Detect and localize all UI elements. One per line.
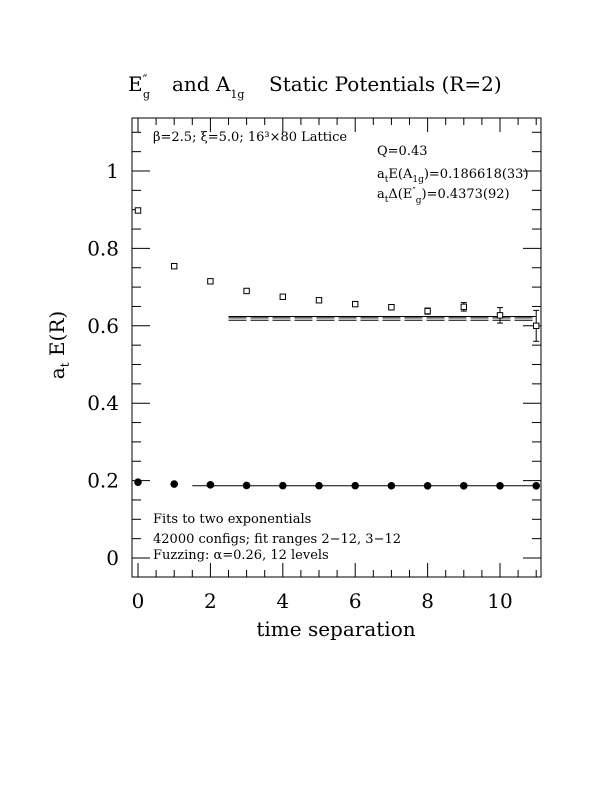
tick-marks <box>132 118 541 577</box>
filled-circle-point <box>170 480 178 488</box>
energy-annotation: atE(A1g)=0.186618(33) <box>377 167 529 185</box>
open-square-point <box>496 312 504 319</box>
y-tick-label: 0.4 <box>87 391 119 415</box>
title-e-sub: g <box>143 88 150 101</box>
data-points <box>134 207 540 490</box>
gap-annotation-mid: Δ(E <box>388 187 412 202</box>
energy-annotation-sub: 1g <box>412 175 424 185</box>
gap-annotation-a: a <box>377 187 385 202</box>
lattice-annotation: β=2.5; ξ=5.0; 16³×80 Lattice <box>153 130 347 145</box>
gap-annotation-prime: ″ <box>412 187 416 197</box>
open-square-point <box>533 322 540 330</box>
open-square-point <box>207 278 214 285</box>
gap-annotation-val: )=0.4373(92) <box>421 187 509 202</box>
configs-annotation: 42000 configs; fit ranges 2−12, 3−12 <box>153 532 401 547</box>
filled-circle-point <box>496 481 504 490</box>
filled-circle-point <box>387 481 396 490</box>
open-square-point <box>424 307 431 315</box>
title-e-prime: ″ <box>143 73 148 88</box>
open-square-point <box>279 293 287 300</box>
filled-circle-point <box>423 481 432 490</box>
x-tick-label: 0 <box>132 589 145 613</box>
y-axis-label-a: a <box>45 367 69 379</box>
fuzzing-annotation: Fuzzing: α=0.26, 12 levels <box>153 548 329 563</box>
filled-circle-point <box>532 481 540 490</box>
filled-circle-point <box>206 481 215 489</box>
open-square-point <box>243 287 250 295</box>
title-a-sub: 1g <box>230 88 244 101</box>
y-axis-label-sub: t <box>58 362 72 367</box>
y-tick-label: 0 <box>106 546 119 570</box>
filled-circle-point <box>242 481 251 490</box>
x-tick-label: 4 <box>276 589 289 613</box>
filled-circle-point <box>134 478 142 486</box>
x-tick-label: 2 <box>204 589 217 613</box>
chart-title: E″ g and A1g Static Potentials (R=2) <box>128 72 502 101</box>
y-axis-label: at E(R) <box>45 311 72 379</box>
q-annotation: Q=0.43 <box>377 144 428 159</box>
tick-labels: 0 2 4 6 8 10 0 0.2 0.4 0.6 0.8 1 <box>87 159 513 613</box>
title-middle: and A <box>172 72 231 96</box>
title-rest: Static Potentials (R=2) <box>269 72 502 96</box>
energy-annotation-a: a <box>377 167 385 182</box>
open-square-point <box>388 304 395 311</box>
filled-circle-point <box>351 481 360 490</box>
y-tick-label: 0.8 <box>87 236 119 260</box>
fit-lines <box>192 316 537 487</box>
y-tick-label: 1 <box>106 159 119 183</box>
energy-annotation-mid: E(A <box>388 167 413 182</box>
x-tick-label: 8 <box>421 589 434 613</box>
gap-annotation: atΔ(E″g)=0.4373(92) <box>377 187 510 206</box>
energy-annotation-val: )=0.186618(33) <box>424 167 529 182</box>
open-square-point <box>315 297 323 304</box>
x-tick-label: 6 <box>349 589 362 613</box>
y-axis-label-rest: E(R) <box>45 311 69 363</box>
fits-annotation: Fits to two exponentials <box>153 512 311 527</box>
filled-circle-point <box>460 481 468 490</box>
y-tick-label: 0.6 <box>87 314 119 338</box>
energy-annotation-t: t <box>385 175 389 185</box>
title-e: E <box>128 72 143 96</box>
y-tick-label: 0.2 <box>87 469 119 493</box>
open-square-point <box>460 303 468 311</box>
gap-annotation-sub: g <box>416 196 422 206</box>
plot-frame <box>131 117 542 578</box>
open-square-point <box>171 263 178 270</box>
open-square-point <box>134 207 142 214</box>
open-square-point <box>352 300 359 308</box>
gap-annotation-t: t <box>385 195 389 205</box>
filled-circle-point <box>279 481 287 490</box>
filled-circle-point <box>315 481 323 490</box>
x-tick-label: 10 <box>487 589 512 613</box>
x-axis-label: time separation <box>256 617 415 641</box>
